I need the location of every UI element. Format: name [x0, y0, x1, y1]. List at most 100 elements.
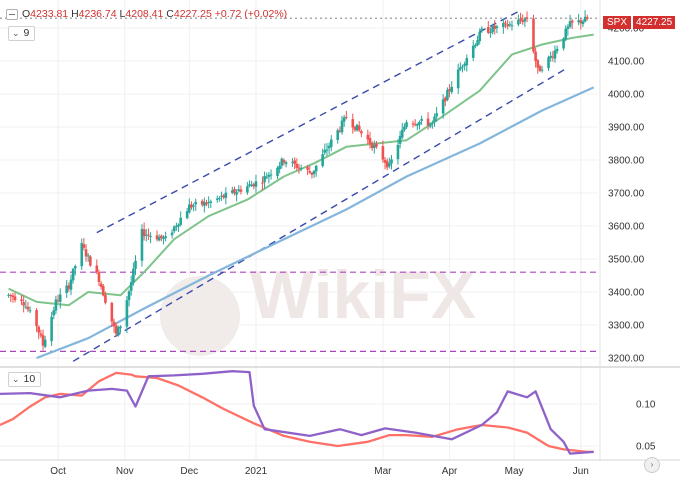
collapse-legend-button[interactable] [6, 9, 18, 20]
candle-body [297, 167, 301, 169]
candle-body [117, 327, 120, 336]
candle-body [252, 184, 256, 187]
open-value: 4233.81 [30, 8, 69, 20]
candle-body [486, 27, 490, 33]
candle-body [310, 172, 314, 175]
open-label: O [22, 8, 31, 20]
candle-body [570, 20, 574, 23]
candlestick-series [7, 10, 589, 351]
candle-body [215, 198, 219, 200]
price-axis-tick: 4100.00 [608, 57, 645, 68]
candle-body [267, 174, 271, 177]
candle-body [35, 310, 38, 327]
candle-body [521, 20, 525, 23]
candle-body [474, 44, 477, 47]
change-value: +0.72 (+0.02%) [214, 8, 288, 20]
candle-body [504, 22, 507, 24]
candle-body [360, 131, 363, 134]
candle-body [129, 282, 133, 291]
candle-body [396, 144, 400, 160]
candle-body [160, 235, 163, 238]
close-label: C [166, 8, 174, 20]
price-axis-tick: 3200.00 [608, 354, 645, 365]
candle-body [314, 165, 318, 172]
chevron-down-icon: ⌄ [12, 374, 20, 384]
pane-separator [0, 0, 680, 461]
ma-indicator-label[interactable]: ⌄ 9 [8, 26, 36, 41]
candle-body [385, 161, 389, 168]
scroll-to-latest-icon[interactable]: › [644, 457, 660, 473]
candle-body [82, 244, 86, 248]
time-axis-tick: Apr [442, 466, 458, 477]
candle-body [237, 189, 241, 192]
candle-body [370, 142, 374, 149]
corr-line-b [0, 370, 594, 455]
candle-body [306, 167, 309, 170]
candle-body [11, 295, 15, 298]
candle-body [56, 300, 60, 302]
candle-body [405, 122, 408, 128]
candle-body [299, 168, 303, 170]
candle-body [506, 24, 509, 27]
candle-body [157, 237, 161, 241]
candle-body [325, 149, 329, 151]
candle-body [293, 160, 296, 164]
candle-body [69, 279, 73, 290]
corr-line-a [0, 371, 594, 454]
candle-body [164, 236, 167, 239]
candle-body [476, 40, 479, 46]
candle-body [566, 26, 570, 29]
candle-body [345, 116, 348, 118]
candle-body [97, 272, 101, 283]
high-label: H [71, 8, 79, 20]
candle-body [585, 17, 589, 19]
price-axis-tick: 3500.00 [608, 255, 645, 266]
price-axis-tick: 4000.00 [608, 90, 645, 101]
candle-body [95, 265, 99, 273]
candle-body [50, 316, 53, 342]
candle-body [413, 124, 417, 126]
candle-body [231, 190, 234, 193]
candle-body [411, 123, 415, 125]
candle-body [125, 300, 129, 327]
candle-body [24, 306, 28, 308]
candle-body [132, 268, 135, 283]
candle-body [568, 21, 572, 27]
candle-body [428, 123, 432, 127]
ohlc-legend: O4233.81 H4236.74 L4208.41 C4227.25 +0.7… [22, 8, 287, 20]
time-axis-tick: May [505, 466, 524, 477]
lower-indicator-label[interactable]: ⌄ 10 [8, 372, 42, 387]
indicator-axis-tick: 0.10 [636, 400, 656, 411]
candle-body [456, 69, 460, 89]
candle-body [127, 291, 131, 301]
lower-indicator-pane [0, 370, 594, 455]
candle-body [54, 299, 58, 311]
candle-body [510, 25, 514, 27]
candle-body [553, 50, 557, 59]
candle-body [205, 202, 208, 205]
time-axis-tick: 2021 [245, 466, 268, 477]
candle-body [540, 69, 544, 71]
time-axis-tick: Nov [116, 466, 134, 477]
time-axis-tick: Dec [180, 466, 198, 477]
candle-body [463, 63, 466, 66]
candle-body [147, 234, 150, 236]
candle-body [144, 234, 148, 236]
low-value: 4208.41 [125, 8, 164, 20]
candle-body [190, 204, 193, 208]
candle-body [478, 31, 481, 42]
candle-body [282, 160, 286, 163]
candle-body [342, 117, 346, 122]
candle-body [99, 283, 103, 287]
candle-body [9, 295, 13, 297]
candle-body [41, 335, 45, 346]
price-tag-value: 4227.25 [633, 16, 676, 29]
candle-body [254, 181, 258, 187]
candle-body [508, 24, 512, 26]
candle-body [390, 159, 393, 164]
candle-body [523, 18, 527, 22]
lower-indicator-value: 10 [23, 373, 36, 385]
candle-body [536, 60, 540, 68]
candle-body [239, 189, 243, 192]
